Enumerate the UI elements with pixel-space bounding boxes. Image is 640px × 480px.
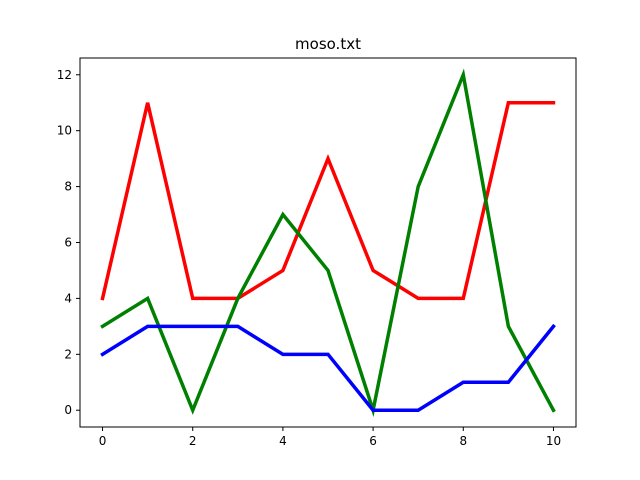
y-tick-label-10: 10 <box>57 124 72 138</box>
x-tick-label-10: 10 <box>546 434 561 448</box>
x-tick-label-4: 4 <box>279 434 287 448</box>
y-tick-label-12: 12 <box>57 68 72 82</box>
x-axis: 0 2 4 6 8 10 <box>99 427 561 448</box>
x-tick-label-8: 8 <box>459 434 467 448</box>
y-tick-label-4: 4 <box>64 291 72 305</box>
series-line-1 <box>100 100 556 301</box>
series-line-3 <box>100 323 556 412</box>
plot-frame <box>79 57 577 428</box>
y-tick-label-0: 0 <box>64 403 72 417</box>
series-layer <box>100 68 556 418</box>
x-tick-label-0: 0 <box>99 434 107 448</box>
series-line-2 <box>100 68 556 418</box>
x-tick-label-6: 6 <box>369 434 377 448</box>
y-tick-label-8: 8 <box>64 180 72 194</box>
y-tick-label-2: 2 <box>64 347 72 361</box>
chart-title: moso.txt <box>295 35 361 53</box>
y-tick-label-6: 6 <box>64 236 72 250</box>
y-axis: 0 2 4 6 8 10 12 <box>57 68 80 417</box>
x-tick-label-2: 2 <box>189 434 197 448</box>
